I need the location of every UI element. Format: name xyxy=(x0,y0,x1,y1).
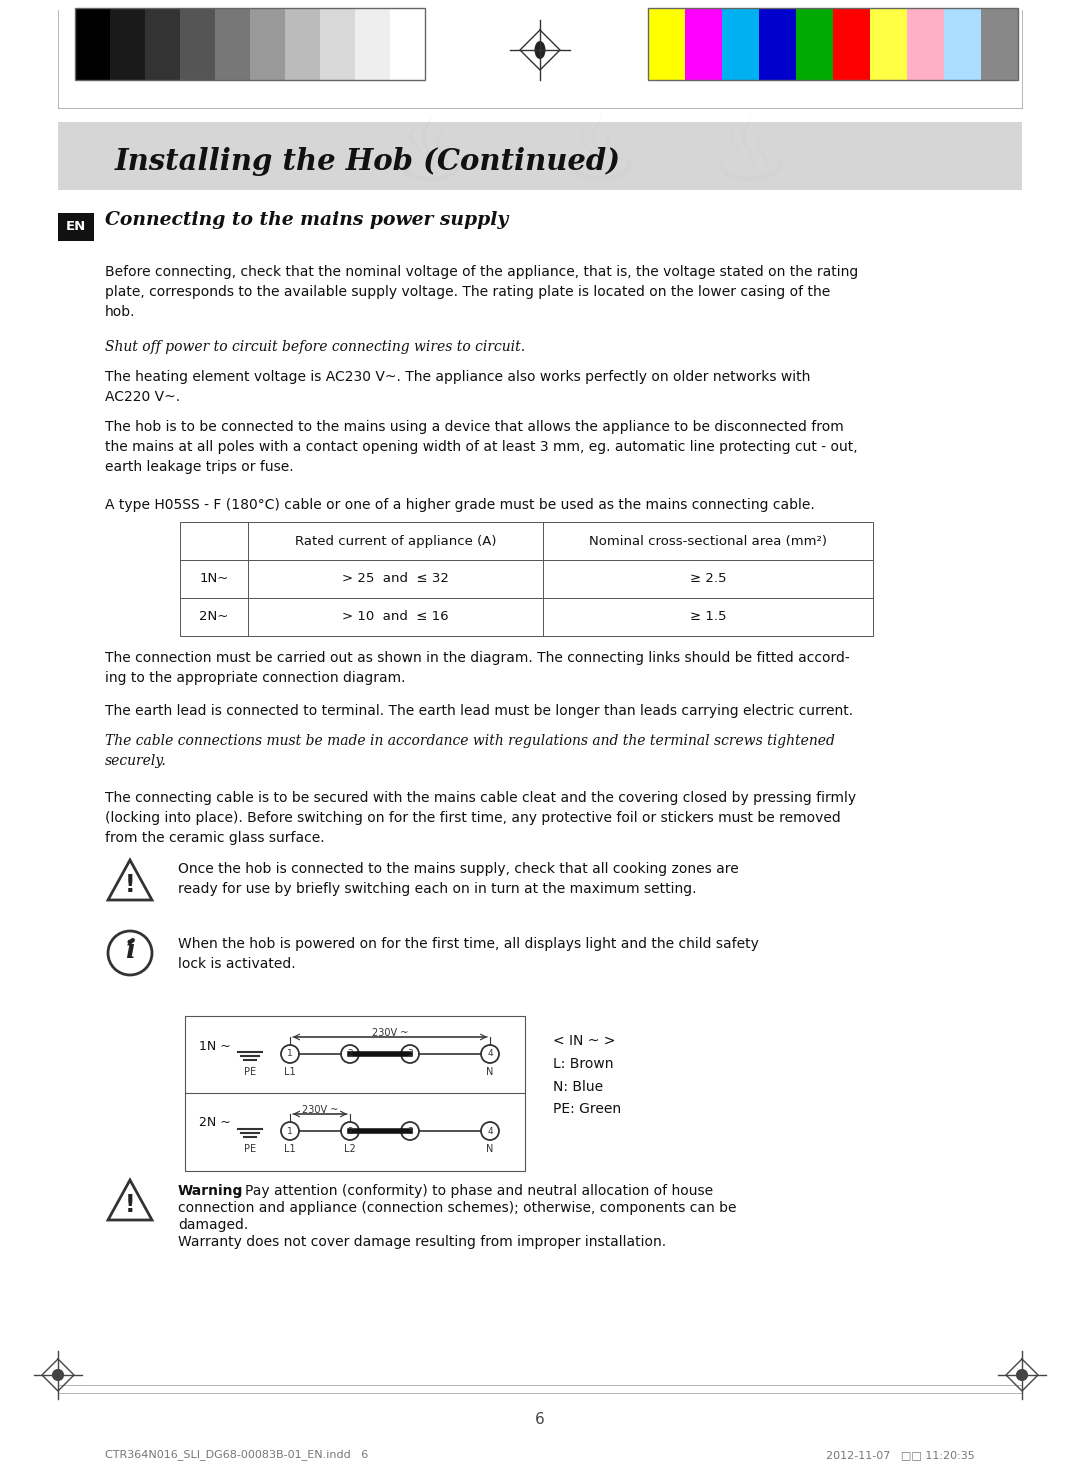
Bar xyxy=(759,7,796,80)
Text: Rated current of appliance (A): Rated current of appliance (A) xyxy=(295,535,496,548)
Bar xyxy=(355,7,390,80)
Bar xyxy=(285,7,320,80)
Text: 1: 1 xyxy=(287,1127,293,1136)
Text: 2: 2 xyxy=(347,1127,353,1136)
Circle shape xyxy=(52,1368,64,1382)
Text: L1: L1 xyxy=(284,1143,296,1154)
Text: Installing the Hob (Continued): Installing the Hob (Continued) xyxy=(114,147,621,176)
Text: > 25  and  ≤ 32: > 25 and ≤ 32 xyxy=(342,573,449,585)
Bar xyxy=(648,7,1018,80)
Text: The heating element voltage is AC230 V~. The appliance also works perfectly on o: The heating element voltage is AC230 V~.… xyxy=(105,370,810,404)
Bar xyxy=(981,7,1018,80)
Text: The hob is to be connected to the mains using a device that allows the appliance: The hob is to be connected to the mains … xyxy=(105,421,858,474)
Bar xyxy=(907,7,944,80)
Text: Warranty does not cover damage resulting from improper installation.: Warranty does not cover damage resulting… xyxy=(178,1235,666,1248)
Bar xyxy=(75,7,110,80)
Text: 2012-11-07   □□ 11:20:35: 2012-11-07 □□ 11:20:35 xyxy=(826,1450,975,1460)
Bar xyxy=(870,7,907,80)
Text: 1N~: 1N~ xyxy=(200,573,229,585)
Circle shape xyxy=(481,1123,499,1140)
Bar xyxy=(390,7,426,80)
Circle shape xyxy=(281,1123,299,1140)
Circle shape xyxy=(108,932,152,974)
Text: !: ! xyxy=(124,1192,135,1217)
Text: 3: 3 xyxy=(407,1127,413,1136)
Text: The cable connections must be made in accordance with regulations and the termin: The cable connections must be made in ac… xyxy=(105,735,835,769)
Bar xyxy=(796,7,833,80)
Polygon shape xyxy=(108,1180,152,1220)
Bar xyxy=(58,213,94,241)
Text: < IN ~ >
L: Brown
N: Blue
PE: Green: < IN ~ > L: Brown N: Blue PE: Green xyxy=(553,1034,621,1117)
Text: 2: 2 xyxy=(347,1050,353,1059)
Text: N: N xyxy=(486,1066,494,1077)
Text: 4: 4 xyxy=(487,1050,492,1059)
Bar xyxy=(320,7,355,80)
Text: connection and appliance (connection schemes); otherwise, components can be: connection and appliance (connection sch… xyxy=(178,1201,737,1214)
Text: 2N~: 2N~ xyxy=(200,610,229,624)
Text: A type H05SS - F (180°C) cable or one of a higher grade must be used as the main: A type H05SS - F (180°C) cable or one of… xyxy=(105,498,814,512)
Text: 3: 3 xyxy=(407,1050,413,1059)
Bar xyxy=(723,7,759,80)
Text: 4: 4 xyxy=(487,1127,492,1136)
Bar xyxy=(110,7,145,80)
Circle shape xyxy=(341,1123,359,1140)
Bar xyxy=(648,7,685,80)
Text: The earth lead is connected to terminal. The earth lead must be longer than lead: The earth lead is connected to terminal.… xyxy=(105,703,853,718)
Text: L2: L2 xyxy=(345,1143,356,1154)
Bar xyxy=(180,7,215,80)
Text: ≥ 2.5: ≥ 2.5 xyxy=(690,573,726,585)
Circle shape xyxy=(401,1046,419,1063)
Text: Once the hob is connected to the mains supply, check that all cooking zones are
: Once the hob is connected to the mains s… xyxy=(178,862,739,896)
Text: CTR364N016_SLI_DG68-00083B-01_EN.indd   6: CTR364N016_SLI_DG68-00083B-01_EN.indd 6 xyxy=(105,1450,368,1460)
Bar xyxy=(249,7,285,80)
Ellipse shape xyxy=(535,41,545,59)
Bar xyxy=(58,121,1022,190)
Bar xyxy=(145,7,180,80)
Bar xyxy=(75,7,426,80)
Text: Before connecting, check that the nominal voltage of the appliance, that is, the: Before connecting, check that the nomina… xyxy=(105,265,859,318)
Text: When the hob is powered on for the first time, all displays light and the child : When the hob is powered on for the first… xyxy=(178,937,759,972)
Text: !: ! xyxy=(124,872,135,897)
Text: ♨: ♨ xyxy=(390,113,471,200)
Text: L1: L1 xyxy=(284,1066,296,1077)
Text: Connecting to the mains power supply: Connecting to the mains power supply xyxy=(105,210,509,230)
Circle shape xyxy=(341,1046,359,1063)
Text: 6: 6 xyxy=(535,1413,545,1428)
Bar xyxy=(833,7,870,80)
Bar xyxy=(215,7,249,80)
Circle shape xyxy=(401,1123,419,1140)
Text: ≥ 1.5: ≥ 1.5 xyxy=(690,610,726,624)
Bar xyxy=(185,1016,525,1171)
Circle shape xyxy=(481,1046,499,1063)
Bar xyxy=(944,7,981,80)
Bar xyxy=(180,560,873,598)
Text: Nominal cross-sectional area (mm²): Nominal cross-sectional area (mm²) xyxy=(589,535,827,548)
Text: Warning: Warning xyxy=(178,1183,243,1198)
Polygon shape xyxy=(108,860,152,900)
Text: > 10  and  ≤ 16: > 10 and ≤ 16 xyxy=(342,610,449,624)
Text: N: N xyxy=(486,1143,494,1154)
Bar xyxy=(685,7,723,80)
Text: ♨: ♨ xyxy=(559,113,640,200)
Bar xyxy=(180,521,873,560)
Text: : Pay attention (conformity) to phase and neutral allocation of house: : Pay attention (conformity) to phase an… xyxy=(237,1183,713,1198)
Text: Shut off power to circuit before connecting wires to circuit.: Shut off power to circuit before connect… xyxy=(105,341,525,354)
Text: The connection must be carried out as shown in the diagram. The connecting links: The connection must be carried out as sh… xyxy=(105,652,850,686)
Text: EN: EN xyxy=(66,221,86,234)
Text: 230V ~: 230V ~ xyxy=(372,1028,408,1038)
Circle shape xyxy=(281,1046,299,1063)
Bar xyxy=(180,598,873,635)
Text: The connecting cable is to be secured with the mains cable cleat and the coverin: The connecting cable is to be secured wi… xyxy=(105,791,856,846)
Text: 230V ~: 230V ~ xyxy=(301,1105,338,1115)
Text: 1N ~: 1N ~ xyxy=(199,1040,231,1053)
Text: 1: 1 xyxy=(287,1050,293,1059)
Text: ♨: ♨ xyxy=(710,113,791,200)
Text: damaged.: damaged. xyxy=(178,1217,248,1232)
Text: 2N ~: 2N ~ xyxy=(199,1117,231,1130)
Text: PE: PE xyxy=(244,1143,256,1154)
Text: i: i xyxy=(125,939,135,964)
Text: PE: PE xyxy=(244,1066,256,1077)
Circle shape xyxy=(1016,1368,1028,1382)
Circle shape xyxy=(127,939,133,945)
